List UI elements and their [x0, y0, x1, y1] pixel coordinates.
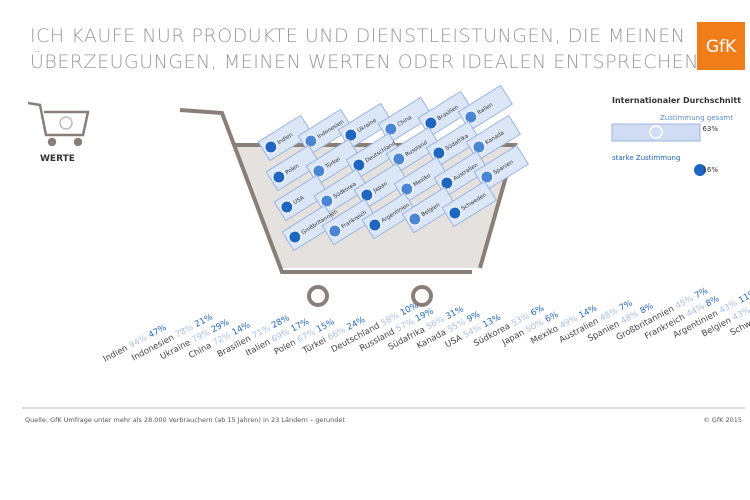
- cart-icon: [27, 101, 90, 147]
- legend-label: starke Zustimmung: [612, 154, 680, 162]
- legend-swatch: [611, 123, 701, 142]
- euro-coin: [480, 170, 494, 184]
- euro-coin: [272, 170, 286, 184]
- euro-coin: [304, 134, 318, 148]
- bill: Indonesien: [297, 108, 353, 156]
- bill: Indien: [257, 114, 313, 162]
- bill: Brasilien: [417, 90, 473, 138]
- strong-value: 9%: [465, 310, 482, 325]
- euro-coin: [448, 206, 462, 220]
- euro-coin: [288, 230, 302, 244]
- country-name: China: [187, 341, 213, 361]
- bill: Spanien: [473, 144, 529, 192]
- bill: Schweden: [441, 180, 497, 228]
- bill: Türkei: [305, 138, 361, 186]
- bill: Russland: [385, 126, 441, 174]
- strong-value: 28%: [270, 313, 291, 331]
- logo: GfK: [706, 37, 737, 57]
- bill: Ukraine: [337, 102, 393, 150]
- bill: Argentinien: [361, 192, 417, 240]
- bill: China: [377, 96, 433, 144]
- bill: Mexiko: [393, 156, 449, 204]
- bill-label: USA: [293, 195, 306, 206]
- total-value: 71%: [251, 324, 272, 342]
- euro-coin: [328, 224, 342, 238]
- legend-title: Internationaler Durchschnitt: [612, 96, 741, 105]
- euro-coin: [352, 158, 366, 172]
- euro-coin: [384, 122, 398, 136]
- euro-coin: [264, 140, 278, 154]
- bill: Südafrika: [425, 120, 481, 168]
- bill: Belgien: [401, 186, 457, 234]
- bill: Kanada: [465, 114, 521, 162]
- euro-coin: [424, 116, 438, 130]
- title-line: ÜBERZEUGUNGEN, MEINEN WERTEN ODER IDEALE…: [30, 50, 699, 73]
- euro-coin: [320, 194, 334, 208]
- euro-coin: [280, 200, 294, 214]
- euro-coin: [408, 212, 422, 226]
- euro-coin: [344, 128, 358, 142]
- euro-coin: [432, 146, 446, 160]
- bill: Südkorea: [313, 168, 369, 216]
- logo-box: [697, 22, 745, 70]
- country-name: Indien: [102, 343, 130, 364]
- euro-icon: [649, 125, 663, 139]
- euro-coin: [368, 218, 382, 232]
- title-line: ICH KAUFE NUR PRODUKTE UND DIENSTLEISTUN…: [30, 25, 685, 47]
- legend-value: 16%: [702, 166, 718, 174]
- legend-value: 63%: [702, 125, 718, 133]
- bill: USA: [273, 174, 329, 222]
- legend-label: Zustimmung gesamt: [660, 114, 733, 122]
- footer-source: Quelle: GfK Umfrage unter mehr als 28.00…: [25, 416, 345, 424]
- euro-coin: [464, 110, 478, 124]
- bill: Australien: [433, 150, 489, 198]
- euro-coin: [392, 152, 406, 166]
- euro-coin: [472, 140, 486, 154]
- euro-coin: [312, 164, 326, 178]
- euro-coin: [694, 164, 706, 176]
- euro-coin: [360, 188, 374, 202]
- euro-coin: [440, 176, 454, 190]
- bill: Italien: [457, 84, 513, 132]
- euro-coin: [400, 182, 414, 196]
- icon-label: WERTE: [40, 154, 75, 164]
- strong-value: 11%: [737, 288, 750, 306]
- bill: Deutschland: [345, 132, 401, 180]
- footer-copyright: © GfK 2015: [703, 416, 742, 424]
- bill: Japan: [353, 162, 409, 210]
- bill: Frankreich: [321, 198, 377, 246]
- bill: Polen: [265, 144, 321, 192]
